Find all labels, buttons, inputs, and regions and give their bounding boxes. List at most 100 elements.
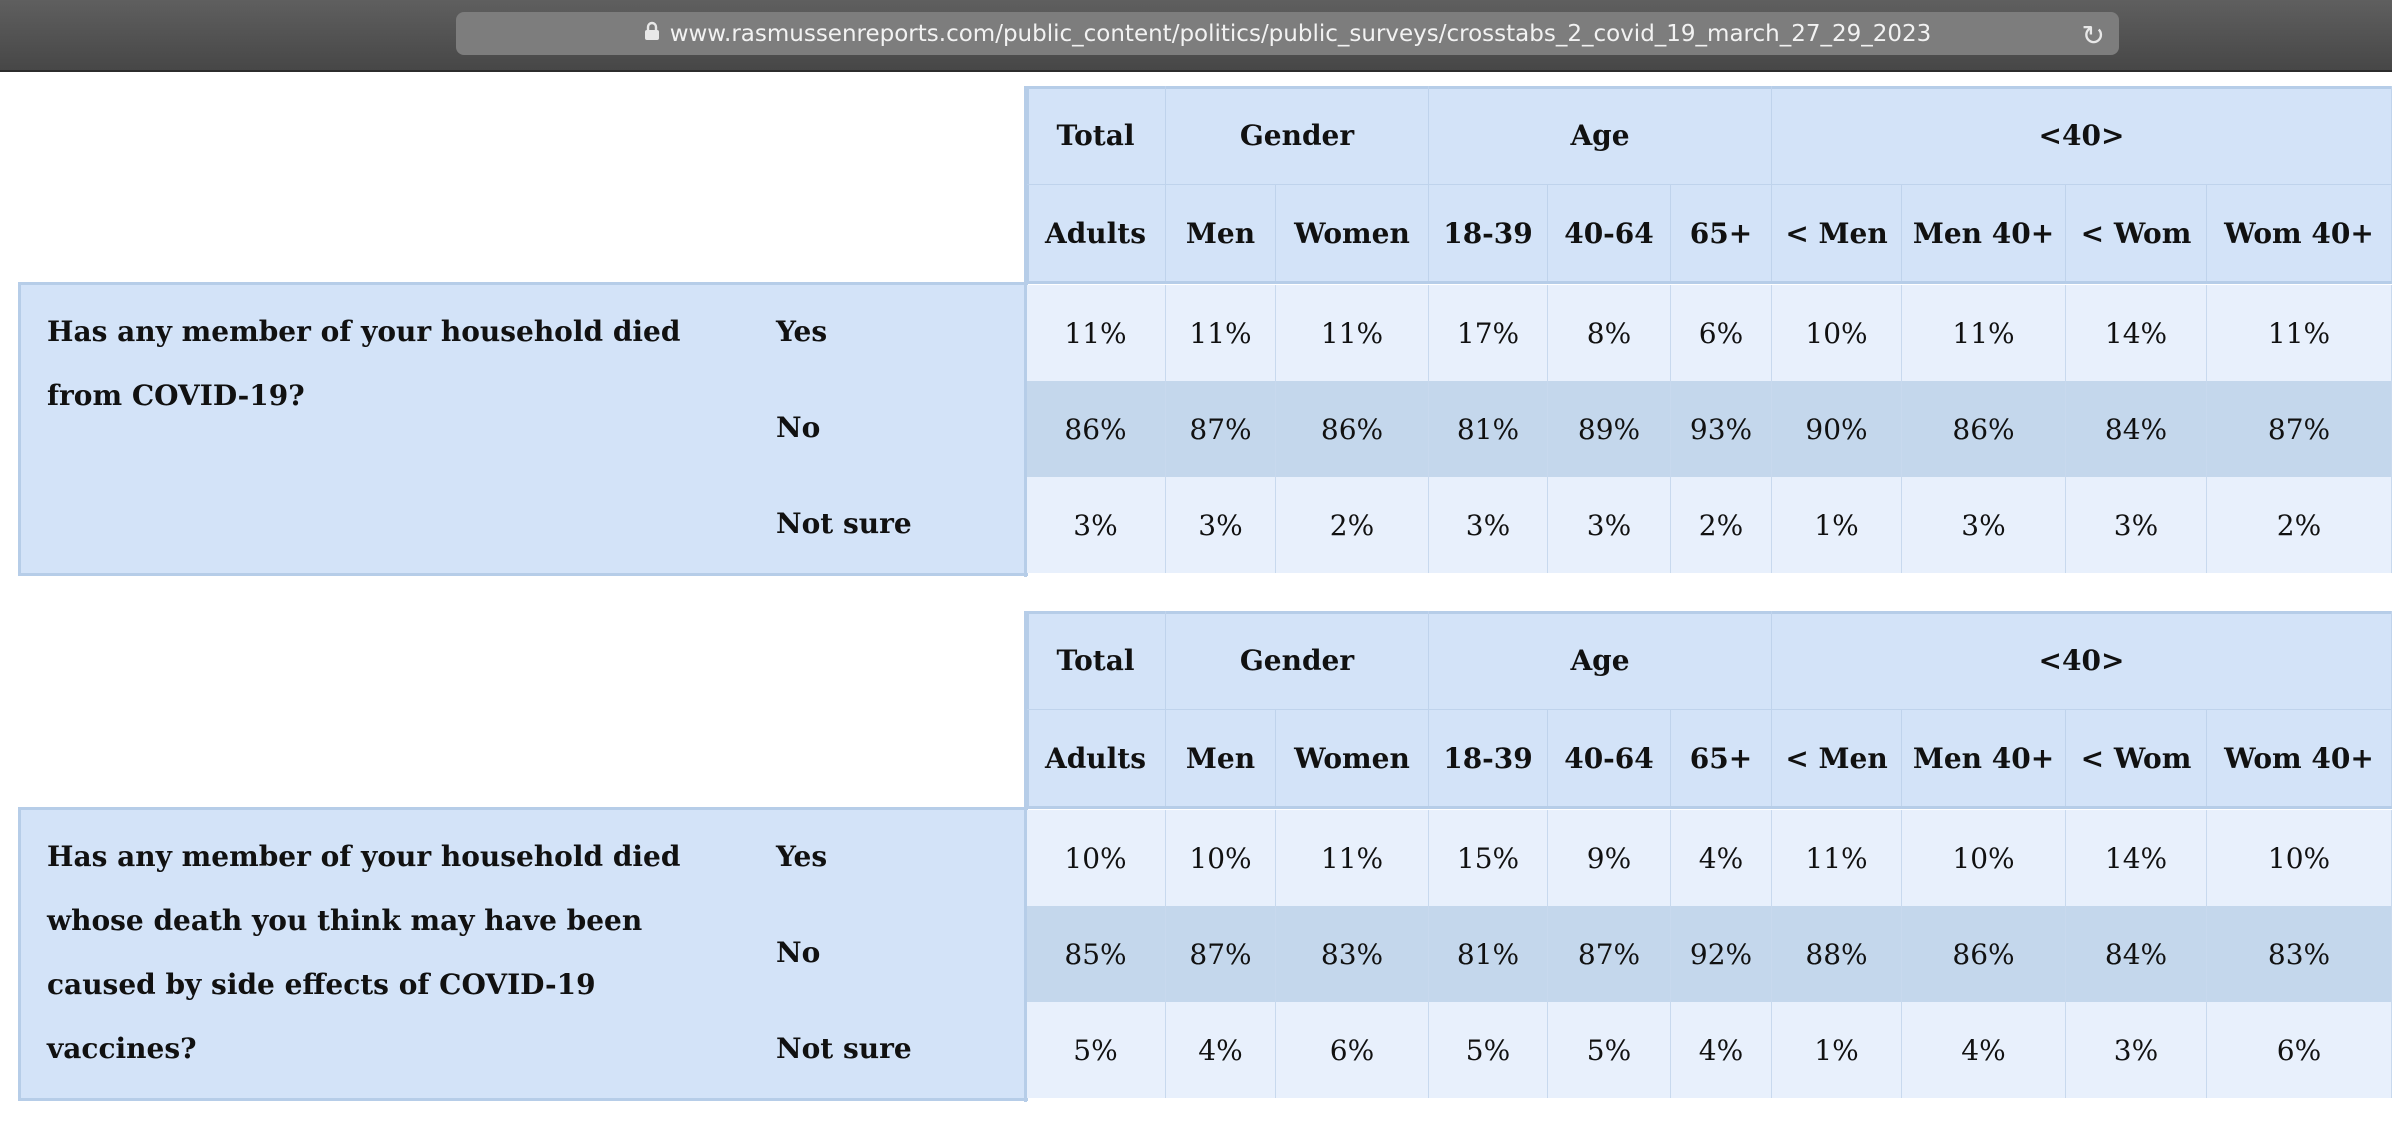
table-cell: 10% — [1166, 810, 1276, 906]
table-cell: 17% — [1429, 285, 1548, 381]
table-cell: 10% — [1026, 810, 1166, 906]
table-cell: 92% — [1671, 906, 1772, 1002]
lock-icon — [644, 21, 660, 47]
group-header: Age — [1429, 86, 1772, 185]
table-cell: 4% — [1671, 1002, 1772, 1098]
data-row — [1026, 810, 2392, 906]
table-cell: 11% — [1276, 285, 1429, 381]
group-header: Gender — [1166, 86, 1429, 185]
table-cell: 3% — [1902, 477, 2066, 573]
question-cell: Has any member of your household died wh… — [18, 807, 1028, 1101]
column-header: 40-64 — [1548, 185, 1671, 281]
table-cell: 87% — [1548, 906, 1671, 1002]
address-bar[interactable]: www.rasmussenreports.com/public_content/… — [456, 12, 2119, 55]
table-divider — [1024, 611, 1027, 1102]
group-header: <40> — [1772, 86, 2392, 185]
table-cell: 81% — [1429, 906, 1548, 1002]
crosstab-header — [1026, 86, 2392, 284]
column-header: Adults — [1026, 710, 1166, 806]
table-cell: 6% — [2207, 1002, 2392, 1098]
crosstab-header — [1026, 611, 2392, 809]
answer-label: Not sure — [776, 507, 912, 540]
table-cell: 11% — [1166, 285, 1276, 381]
column-header: < Wom — [2066, 710, 2207, 806]
table-cell: 88% — [1772, 906, 1902, 1002]
column-header: < Men — [1772, 710, 1902, 806]
column-header: 65+ — [1671, 185, 1772, 281]
table-cell: 10% — [1772, 285, 1902, 381]
table-cell: 2% — [1276, 477, 1429, 573]
data-row — [1026, 477, 2392, 573]
table-cell: 81% — [1429, 381, 1548, 477]
column-header: Men — [1166, 710, 1276, 806]
table-cell: 84% — [2066, 906, 2207, 1002]
answer-label: No — [776, 936, 821, 969]
column-header: < Wom — [2066, 185, 2207, 281]
table-cell: 2% — [1671, 477, 1772, 573]
table-cell: 4% — [1166, 1002, 1276, 1098]
column-header: 65+ — [1671, 710, 1772, 806]
column-header: Adults — [1026, 185, 1166, 281]
table-cell: 3% — [1429, 477, 1548, 573]
table-cell: 15% — [1429, 810, 1548, 906]
column-header: Women — [1276, 185, 1429, 281]
table-cell: 87% — [1166, 906, 1276, 1002]
group-header: Total — [1026, 611, 1166, 710]
column-header: Men 40+ — [1902, 185, 2066, 281]
data-row — [1026, 906, 2392, 1002]
group-header: <40> — [1772, 611, 2392, 710]
column-header: Wom 40+ — [2207, 185, 2392, 281]
table-cell: 10% — [2207, 810, 2392, 906]
group-header: Gender — [1166, 611, 1429, 710]
group-header: Total — [1026, 86, 1166, 185]
table-cell: 5% — [1026, 1002, 1166, 1098]
table-cell: 87% — [2207, 381, 2392, 477]
data-row — [1026, 381, 2392, 477]
column-header: < Men — [1772, 185, 1902, 281]
table-cell: 14% — [2066, 810, 2207, 906]
table-cell: 86% — [1902, 381, 2066, 477]
url-text: www.rasmussenreports.com/public_content/… — [669, 20, 1932, 47]
question-text: Has any member of your household died fr… — [47, 315, 681, 412]
column-header: Men 40+ — [1902, 710, 2066, 806]
table-cell: 3% — [2066, 1002, 2207, 1098]
reload-icon[interactable]: ↻ — [2081, 19, 2105, 52]
table-cell: 3% — [1026, 477, 1166, 573]
column-header: Wom 40+ — [2207, 710, 2392, 806]
table-cell: 87% — [1166, 381, 1276, 477]
table-cell: 5% — [1548, 1002, 1671, 1098]
table-cell: 11% — [1026, 285, 1166, 381]
table-cell: 11% — [1276, 810, 1429, 906]
table-cell: 86% — [1902, 906, 2066, 1002]
table-cell: 8% — [1548, 285, 1671, 381]
table-cell: 89% — [1548, 381, 1671, 477]
table-cell: 84% — [2066, 381, 2207, 477]
table-cell: 4% — [1671, 810, 1772, 906]
table-cell: 90% — [1772, 381, 1902, 477]
table-cell: 11% — [1772, 810, 1902, 906]
answer-label: Yes — [776, 315, 828, 348]
table-cell: 86% — [1026, 381, 1166, 477]
group-header: Age — [1429, 611, 1772, 710]
answer-label: No — [776, 411, 821, 444]
answer-label: Yes — [776, 840, 828, 873]
column-header: 40-64 — [1548, 710, 1671, 806]
table-cell: 93% — [1671, 381, 1772, 477]
table-cell: 10% — [1902, 810, 2066, 906]
column-header: 18-39 — [1429, 185, 1548, 281]
column-header: Women — [1276, 710, 1429, 806]
table-cell: 86% — [1276, 381, 1429, 477]
table-cell: 2% — [2207, 477, 2392, 573]
crosstab-block: Total Gender Age <40> Adults Men Women 18-39 40-… — [0, 86, 2392, 598]
table-cell: 1% — [1772, 477, 1902, 573]
table-cell: 11% — [2207, 285, 2392, 381]
crosstab-block: Total Gender Age <40> Adults Men Women 18-39 40-… — [0, 611, 2392, 1123]
table-cell: 6% — [1671, 285, 1772, 381]
table-cell: 6% — [1276, 1002, 1429, 1098]
question-cell: Has any member of your household died fr… — [18, 282, 1028, 576]
table-cell: 3% — [1548, 477, 1671, 573]
table-cell: 9% — [1548, 810, 1671, 906]
table-cell: 4% — [1902, 1002, 2066, 1098]
table-cell: 83% — [1276, 906, 1429, 1002]
table-cell: 3% — [1166, 477, 1276, 573]
